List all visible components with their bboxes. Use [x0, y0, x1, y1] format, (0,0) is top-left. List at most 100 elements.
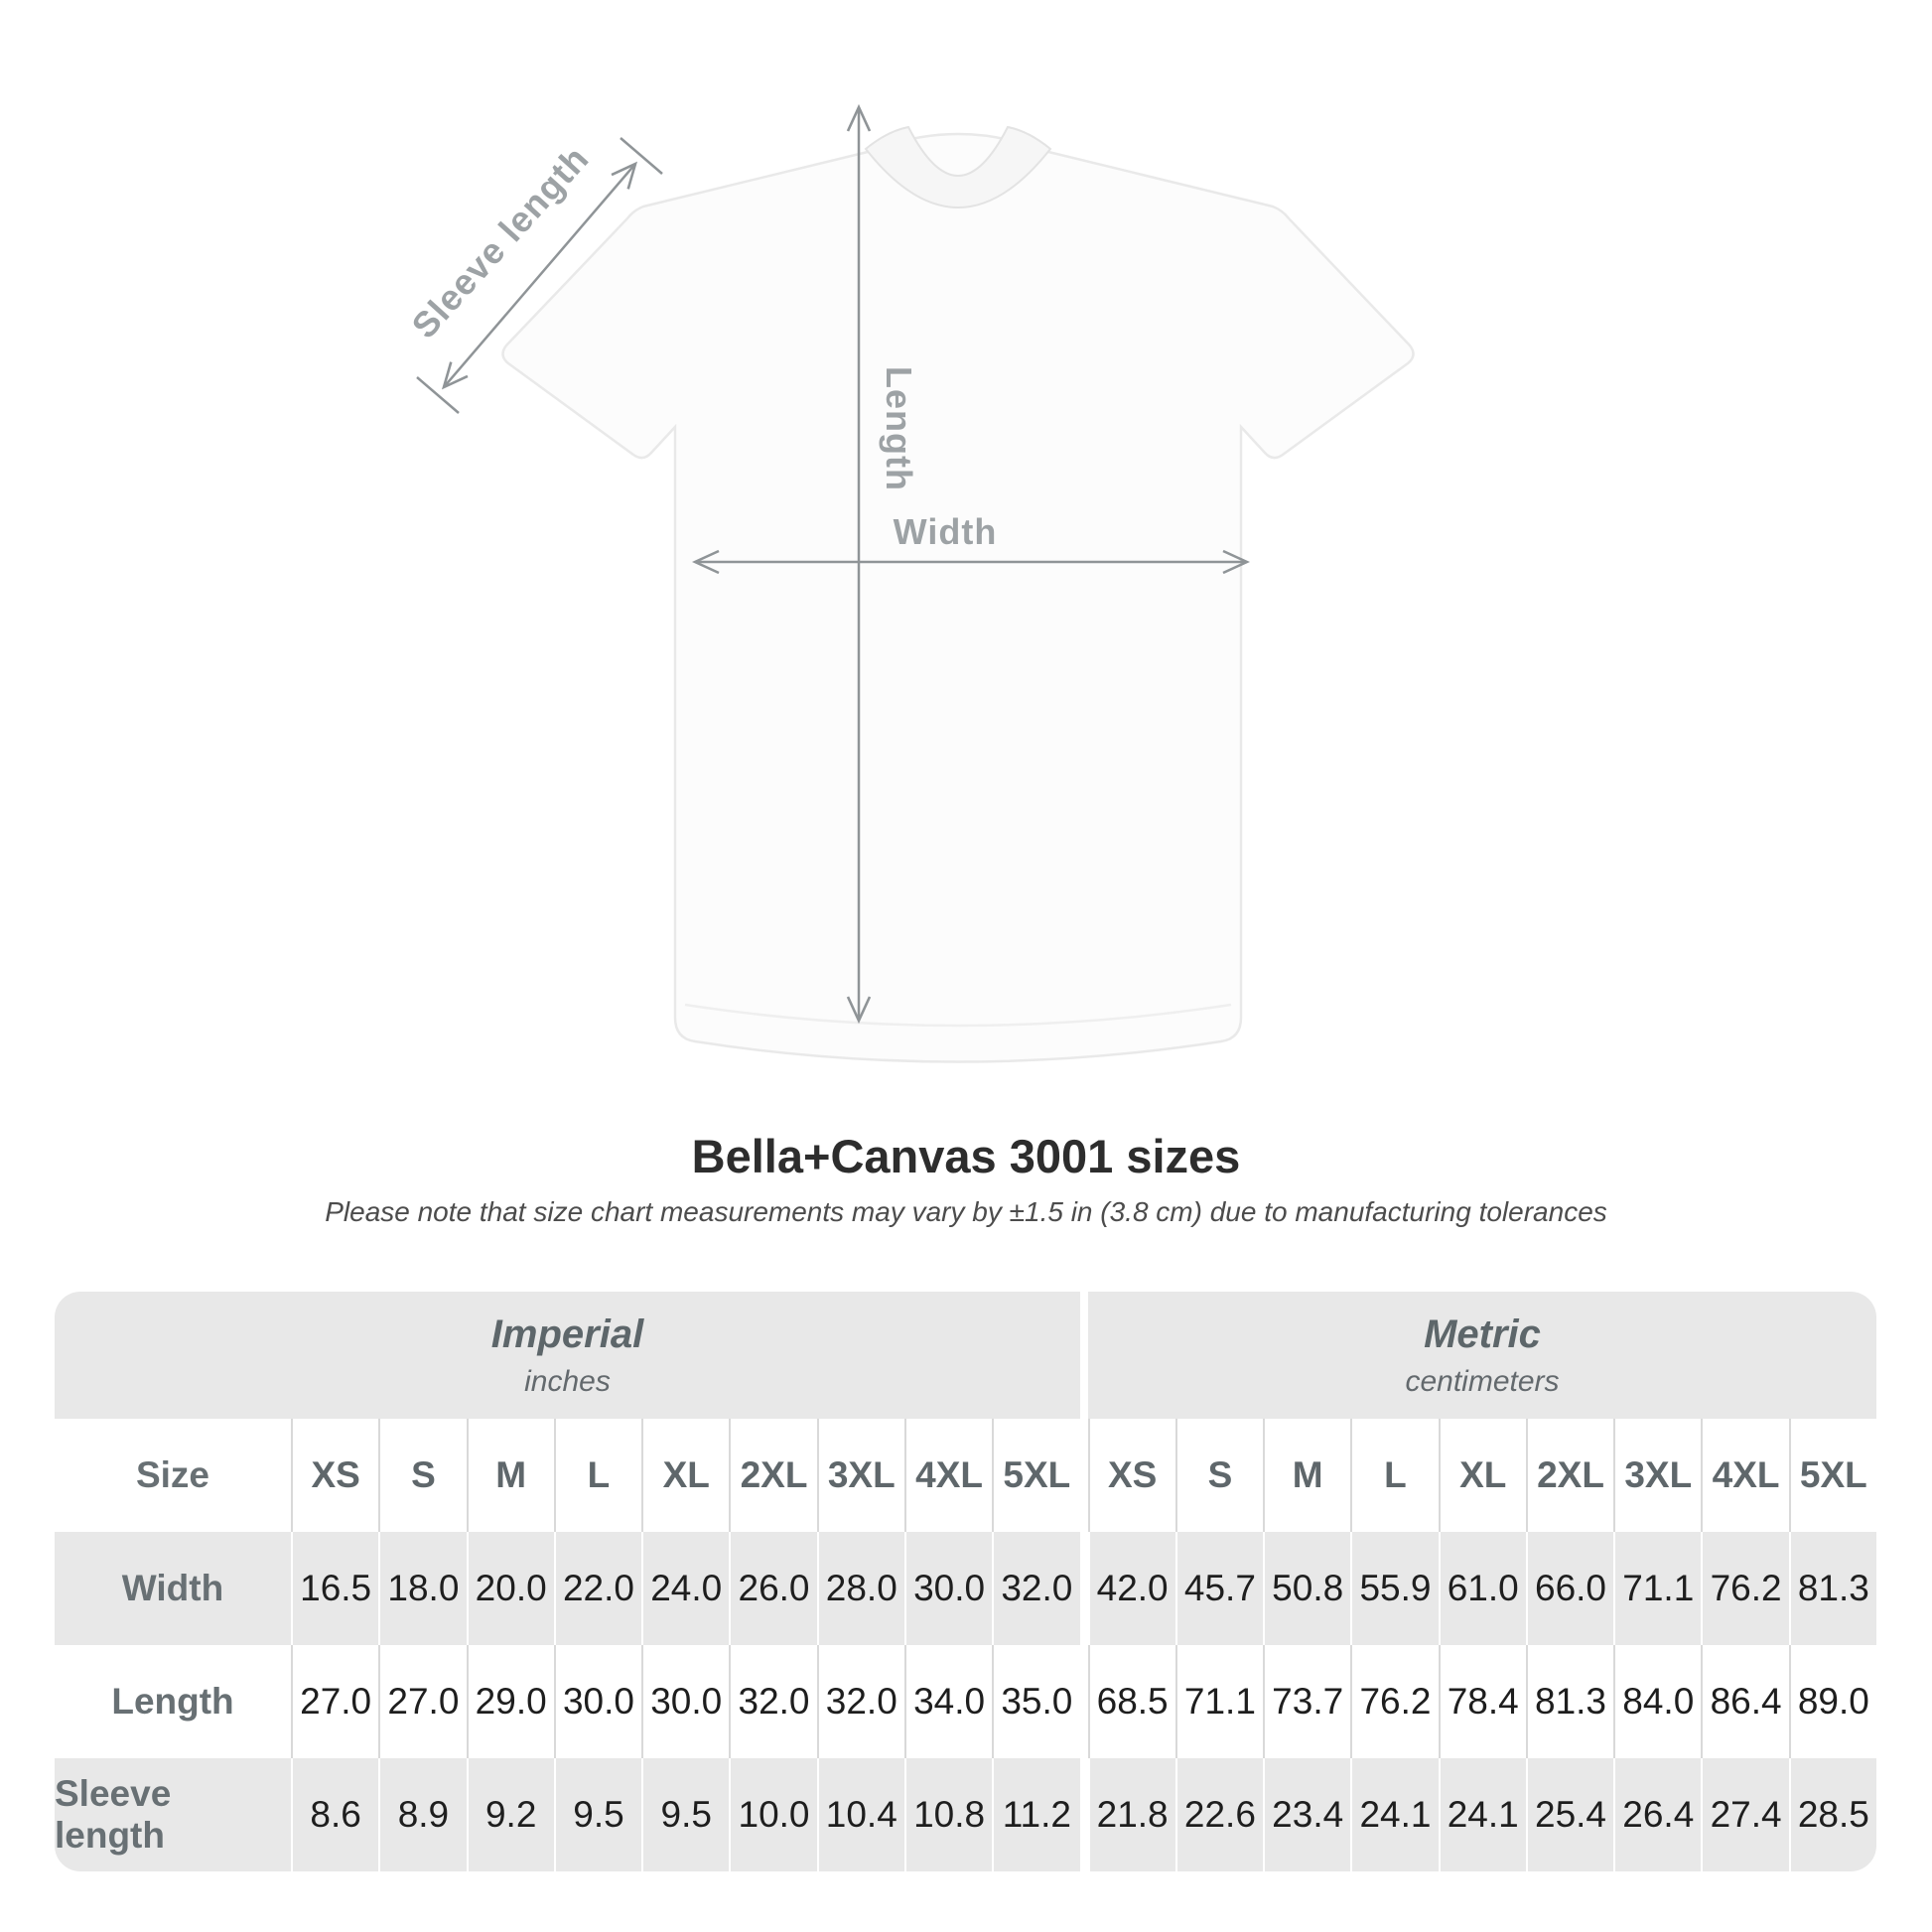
sleeve-length-value-cell: 10.8	[903, 1758, 992, 1871]
size-header-cell: XS	[1087, 1419, 1175, 1532]
size-header-cell: S	[1174, 1419, 1263, 1532]
size-table: Imperial inches Metric centimeters Size …	[55, 1292, 1876, 1871]
tolerance-note: Please note that size chart measurements…	[325, 1196, 1607, 1228]
width-value-cell: 42.0	[1087, 1532, 1175, 1645]
sleeve-length-value-cell: 9.5	[641, 1758, 729, 1871]
length-value-cell: 32.0	[729, 1645, 816, 1758]
width-value-cell: 45.7	[1174, 1532, 1263, 1645]
length-value-cell: 30.0	[641, 1645, 729, 1758]
tshirt-body	[501, 132, 1415, 1063]
width-value-cell: 32.0	[992, 1532, 1079, 1645]
length-value-cell: 76.2	[1350, 1645, 1438, 1758]
size-header-cell: 5XL	[992, 1419, 1079, 1532]
width-value-cell: 26.0	[729, 1532, 816, 1645]
width-label: Width	[894, 511, 998, 552]
size-header-cell: 2XL	[729, 1419, 816, 1532]
half-divider	[1079, 1645, 1088, 1758]
table-row-length: Length 27.0 27.0 29.0 30.0 30.0 32.0 32.0 34.0 3…	[55, 1645, 1876, 1758]
sleeve-length-value-cell: 27.4	[1701, 1758, 1788, 1871]
width-value-cell: 55.9	[1350, 1532, 1438, 1645]
length-label: Length	[879, 366, 919, 491]
width-value-cell: 71.1	[1613, 1532, 1701, 1645]
imperial-title: Imperial	[490, 1311, 644, 1356]
size-header-cell: 4XL	[1701, 1419, 1788, 1532]
width-value-cell: 81.3	[1788, 1532, 1876, 1645]
imperial-header: Imperial inches	[55, 1292, 1080, 1419]
metric-header: Metric centimeters	[1088, 1292, 1876, 1419]
size-header-cell: XL	[641, 1419, 729, 1532]
length-value-cell: 27.0	[291, 1645, 378, 1758]
size-header-cell: XL	[1438, 1419, 1526, 1532]
length-value-cell: 32.0	[816, 1645, 904, 1758]
length-value-cell: 84.0	[1613, 1645, 1701, 1758]
sleeve-length-value-cell: 26.4	[1613, 1758, 1701, 1871]
length-value-cell: 27.0	[378, 1645, 466, 1758]
sleeve-length-value-cell: 9.2	[466, 1758, 554, 1871]
sleeve-length-value-cell: 24.1	[1350, 1758, 1438, 1871]
width-value-cell: 16.5	[291, 1532, 378, 1645]
sleeve-length-value-cell: 24.1	[1438, 1758, 1526, 1871]
width-value-cell: 24.0	[641, 1532, 729, 1645]
size-header-cell: 4XL	[903, 1419, 992, 1532]
tshirt-hem-seam	[684, 1003, 1232, 1028]
length-value-cell: 29.0	[466, 1645, 554, 1758]
size-header-cell: M	[1263, 1419, 1350, 1532]
length-value-cell: 30.0	[553, 1645, 641, 1758]
title-area: Bella+Canvas 3001 sizes Please note that…	[0, 1132, 1932, 1228]
imperial-unit: inches	[524, 1364, 611, 1398]
unit-divider	[1080, 1292, 1088, 1419]
length-value-cell: 81.3	[1525, 1645, 1613, 1758]
width-value-cell: 28.0	[816, 1532, 904, 1645]
sleeve-length-end-tick	[416, 376, 460, 414]
width-value-cell: 61.0	[1438, 1532, 1526, 1645]
sleeve-length-end-tick	[620, 137, 663, 175]
width-value-cell: 76.2	[1701, 1532, 1788, 1645]
tshirt-illustration	[501, 125, 1415, 1063]
metric-unit: centimeters	[1405, 1364, 1560, 1398]
sleeve-length-value-cell: 10.4	[816, 1758, 904, 1871]
row-label-sleeve-length: Sleeve length	[55, 1773, 172, 1856]
tshirt-collar	[864, 125, 1052, 208]
length-value-cell: 73.7	[1263, 1645, 1350, 1758]
size-column-header: Size	[135, 1454, 210, 1495]
width-value-cell: 30.0	[903, 1532, 992, 1645]
width-value-cell: 22.0	[553, 1532, 641, 1645]
sleeve-length-value-cell: 11.2	[992, 1758, 1079, 1871]
length-value-cell: 89.0	[1788, 1645, 1876, 1758]
size-header-cell: L	[1350, 1419, 1438, 1532]
size-header-cell: 3XL	[816, 1419, 904, 1532]
half-divider	[1079, 1419, 1088, 1532]
sleeve-length-value-cell: 25.4	[1525, 1758, 1613, 1871]
size-header-cell: 2XL	[1525, 1419, 1613, 1532]
length-value-cell: 68.5	[1087, 1645, 1175, 1758]
length-value-cell: 35.0	[992, 1645, 1079, 1758]
width-value-cell: 50.8	[1263, 1532, 1350, 1645]
width-value-cell: 20.0	[466, 1532, 554, 1645]
sleeve-length-arrow	[444, 164, 635, 387]
tshirt-measurement-diagram: Sleeve length Length Width	[403, 0, 1415, 1063]
sleeve-length-value-cell: 23.4	[1263, 1758, 1350, 1871]
size-header-cell: S	[378, 1419, 466, 1532]
sleeve-length-value-cell: 9.5	[553, 1758, 641, 1871]
size-header-cell: L	[553, 1419, 641, 1532]
metric-title: Metric	[1424, 1311, 1541, 1356]
table-row-width: Width 16.5 18.0 20.0 22.0 24.0 26.0 28.0 30.0 32…	[55, 1532, 1876, 1645]
size-header-cell: XS	[291, 1419, 378, 1532]
half-divider	[1079, 1758, 1088, 1871]
length-value-cell: 34.0	[903, 1645, 992, 1758]
size-header-cell: M	[466, 1419, 554, 1532]
sleeve-length-value-cell: 10.0	[729, 1758, 816, 1871]
row-label-width: Width	[121, 1568, 224, 1608]
width-value-cell: 66.0	[1525, 1532, 1613, 1645]
length-value-cell: 71.1	[1174, 1645, 1263, 1758]
size-header-row: Size XS S M L XL 2XL 3XL 4XL 5XL XS S M L XL 2XL 3XL 4X…	[55, 1419, 1876, 1532]
width-dimension: Width	[695, 511, 1247, 562]
sleeve-length-value-cell: 8.6	[291, 1758, 378, 1871]
table-row-sleeve-length: Sleeve length 8.6 8.9 9.2 9.5 9.5 10.0 10.4 10.…	[55, 1758, 1876, 1871]
sleeve-length-value-cell: 28.5	[1788, 1758, 1876, 1871]
sleeve-length-value-cell: 8.9	[378, 1758, 466, 1871]
sleeve-length-value-cell: 22.6	[1174, 1758, 1263, 1871]
width-value-cell: 18.0	[378, 1532, 466, 1645]
size-header-cell: 5XL	[1788, 1419, 1876, 1532]
